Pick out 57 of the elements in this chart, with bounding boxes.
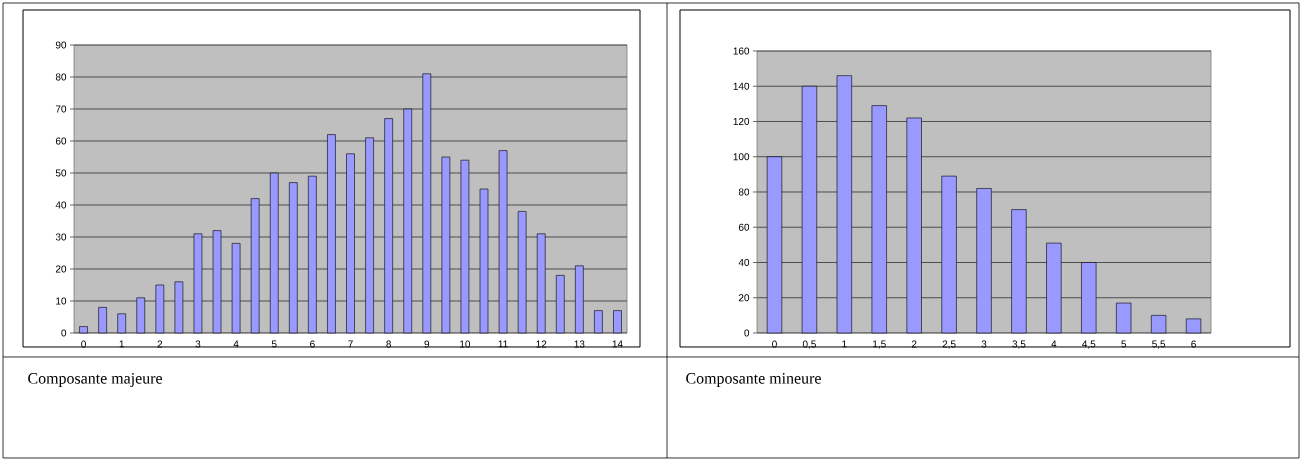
x-tick-label: 13 (574, 340, 585, 348)
y-tick-label: 20 (55, 265, 67, 273)
y-tick-label: 40 (738, 258, 750, 267)
y-tick-label: 0 (744, 329, 750, 337)
x-tick-label: 5 (1121, 340, 1127, 348)
y-tick-label: 70 (55, 105, 67, 113)
x-tick-label: 3 (981, 340, 987, 348)
bar (1116, 302, 1132, 334)
y-tick-label: 80 (738, 188, 750, 196)
bar (613, 310, 622, 334)
y-tick-label: 80 (55, 73, 67, 81)
bar (79, 326, 88, 334)
x-tick-label: 7 (348, 340, 353, 348)
x-tick-label: 6 (310, 340, 315, 348)
text: Composante majeure (28, 373, 162, 387)
x-tick-label: 3 (195, 340, 201, 348)
y-tick-label: 140 (733, 82, 750, 90)
y-tick-label: 40 (55, 201, 67, 209)
x-tick-label: 9 (424, 340, 430, 348)
x-tick-label: 2 (157, 340, 163, 348)
x-tick-label: 2,5 (942, 340, 956, 349)
y-tick-label: 100 (733, 153, 750, 161)
x-tick-label: 5 (271, 340, 277, 348)
x-tick-label: 4,5 (1082, 340, 1096, 349)
x-tick-label: 6 (1191, 340, 1196, 348)
x-tick-label: 4 (1051, 340, 1057, 348)
y-tick-label: 120 (733, 117, 750, 126)
x-tick-label: 2 (911, 340, 917, 348)
x-tick-label: 14 (612, 340, 623, 348)
x-tick-label: 8 (386, 340, 391, 348)
x-tick-label: 10 (460, 340, 471, 348)
x-tick-label: 4 (233, 340, 239, 348)
x-tick-label: 0,5 (802, 340, 816, 349)
bar (98, 307, 107, 334)
x-tick-label: 1 (842, 340, 847, 348)
x-tick-label: 12 (536, 340, 547, 348)
y-tick-label: 60 (738, 223, 750, 231)
x-tick-label: 0 (81, 340, 86, 348)
y-tick-label: 50 (55, 169, 67, 177)
x-tick-label: 3,5 (1012, 340, 1026, 349)
y-tick-label: 160 (733, 47, 750, 55)
x-tick-label: 0 (772, 340, 777, 348)
x-tick-label: 1,5 (873, 340, 886, 349)
x-tick-label: 5,5 (1152, 340, 1166, 349)
bar (117, 313, 126, 334)
y-tick-label: 90 (55, 41, 67, 49)
y-tick-label: 20 (738, 294, 750, 302)
bar (594, 310, 603, 334)
x-tick-label: 11 (498, 340, 508, 348)
text: Composante mineure (686, 373, 821, 387)
x-tick-label: 1 (119, 340, 124, 348)
bar (1185, 318, 1202, 334)
bar (1151, 315, 1167, 334)
y-tick-label: 60 (55, 137, 67, 145)
y-tick-label: 30 (55, 233, 67, 241)
y-tick-label: 0 (61, 329, 67, 337)
y-tick-label: 10 (56, 297, 67, 305)
